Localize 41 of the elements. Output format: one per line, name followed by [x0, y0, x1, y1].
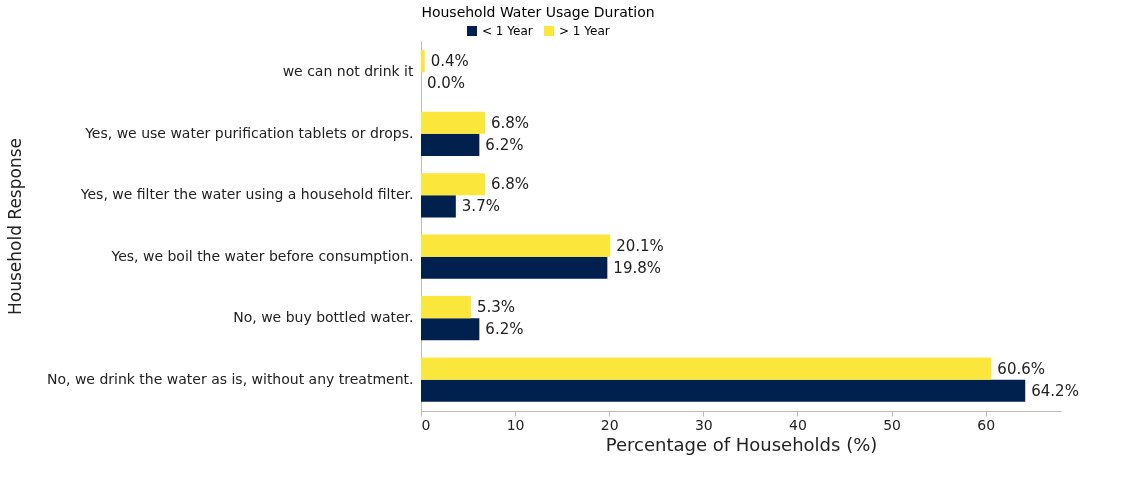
- bar: [421, 379, 1026, 402]
- y-tick-label: Yes, we filter the water using a household filter.: [79, 186, 414, 203]
- data-label: 19.8%: [613, 258, 662, 277]
- data-label: 0.0%: [427, 74, 466, 93]
- x-tick-label: 30: [694, 416, 713, 433]
- legend-title: Household Water Usage Duration: [421, 4, 655, 20]
- bar: [421, 133, 480, 156]
- legend-label: > 1 Year: [559, 24, 610, 38]
- x-tick-label: 50: [883, 416, 901, 433]
- data-label: 64.2%: [1031, 381, 1079, 400]
- legend-label: < 1 Year: [482, 24, 533, 38]
- data-label: 6.2%: [485, 320, 524, 339]
- bar: [421, 50, 425, 73]
- bar: [421, 173, 485, 196]
- y-tick-label: Yes, we use water purification tablets or drops.: [84, 124, 414, 141]
- data-label: 5.3%: [476, 298, 515, 317]
- x-tick-label: 0: [421, 416, 431, 433]
- bar: [421, 256, 608, 279]
- bar: [421, 357, 992, 380]
- y-axis-title: Household Response: [4, 137, 25, 316]
- data-label: 60.6%: [997, 359, 1046, 378]
- data-label: 20.1%: [616, 236, 664, 255]
- x-axis-title: Percentage of Households (%): [605, 433, 878, 455]
- y-tick-label: we can not drink it: [282, 63, 414, 80]
- y-tick-label: Yes, we boil the water before consumption.: [110, 247, 414, 264]
- y-tick-label: No, we buy bottled water.: [233, 309, 414, 326]
- x-tick-label: 40: [789, 416, 807, 433]
- x-tick-label: 60: [977, 416, 996, 433]
- data-label: 6.8%: [491, 175, 530, 194]
- data-label: 0.4%: [430, 52, 469, 71]
- data-label: 6.8%: [491, 113, 530, 132]
- data-label: 6.2%: [485, 135, 524, 154]
- bar: [421, 318, 480, 341]
- y-tick-label: No, we drink the water as is, without any treatment.: [46, 370, 414, 387]
- bar: [421, 195, 456, 218]
- bar: [421, 234, 611, 257]
- bar: [421, 111, 485, 134]
- data-label: 3.7%: [461, 197, 500, 216]
- x-tick-label: 20: [600, 416, 619, 433]
- bar: [421, 296, 471, 319]
- x-tick-label: 10: [506, 416, 525, 433]
